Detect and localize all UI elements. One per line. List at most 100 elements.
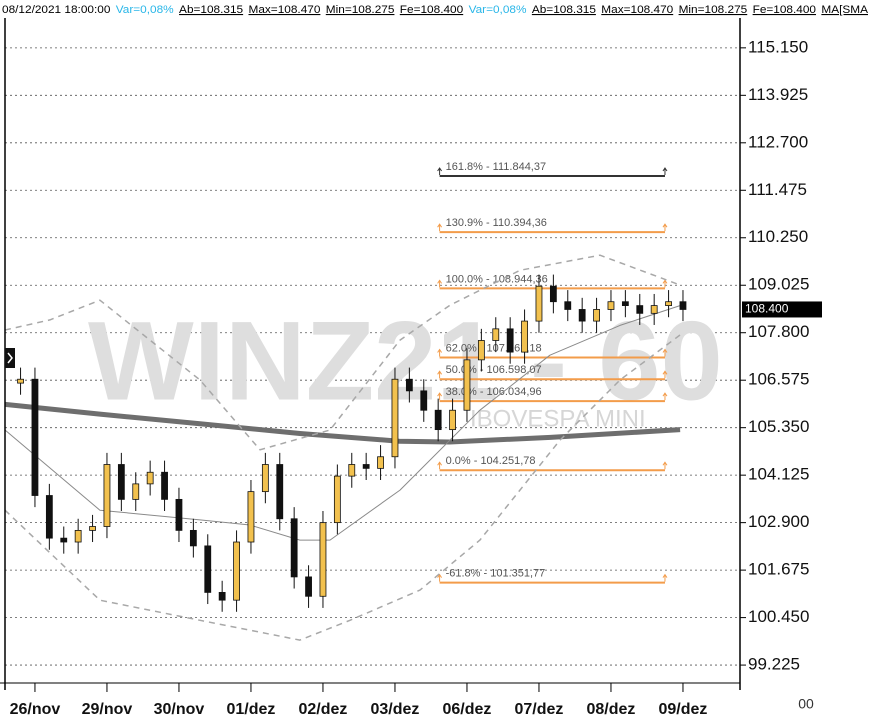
y-tick-label: 101.675: [748, 560, 809, 579]
watermark: WINZ21 - 60: [88, 299, 723, 424]
scroll-marker[interactable]: [5, 348, 15, 368]
fib-label: 38.0% - 106.034,96: [446, 386, 542, 398]
candle-body: [578, 309, 586, 322]
candle-body: [60, 537, 68, 543]
x-tick-label: 07/dez: [515, 701, 564, 718]
last-price-label: 108.400: [745, 302, 789, 316]
x-tick-label: 08/dez: [587, 701, 636, 718]
x-axis-extra: 00: [798, 696, 814, 712]
candle-body: [132, 483, 140, 500]
fib-arrow: [437, 348, 443, 357]
candle-body: [31, 378, 39, 496]
header-item: Ab=108.315: [532, 4, 596, 16]
y-tick-label: 107.800: [748, 322, 809, 341]
candle-body: [506, 328, 514, 353]
y-tick-label: 105.350: [748, 417, 809, 436]
overlay-line: [4, 334, 681, 641]
candle-body: [650, 305, 658, 314]
x-tick-label: 29/nov: [82, 701, 133, 718]
fib-label: 130.9% - 110.394,36: [446, 217, 547, 229]
candle-body: [492, 328, 500, 341]
candle-body: [420, 390, 428, 411]
header-item: Min=108.275: [326, 4, 395, 16]
candle-body: [218, 592, 226, 601]
candle-body: [535, 285, 543, 322]
header-item: Ab=108.315: [179, 4, 243, 16]
fib-arrow: [662, 573, 668, 582]
axis-layer: 00 115.150 113.925 112.700 111.475 110.250 10…: [0, 18, 822, 718]
candle-body: [564, 301, 572, 310]
fib-label: 0.0% - 104.251,78: [446, 455, 536, 467]
candle-body: [621, 301, 629, 306]
x-tick-label: 09/dez: [659, 701, 708, 718]
y-tick-label: 113.925: [748, 85, 808, 104]
fib-arrow: [437, 461, 443, 470]
candle-body: [161, 471, 168, 500]
candle-body: [233, 541, 240, 601]
fib-label: 50.0% - 106.598,07: [446, 364, 542, 376]
x-tick-label: 06/dez: [443, 701, 492, 718]
lines-layer: [4, 254, 681, 641]
fib-label: -61.8% - 101.351,77: [446, 568, 546, 580]
candle-body: [117, 464, 125, 500]
header-item: Var=0,08%: [116, 4, 174, 16]
x-tick-label: 03/dez: [371, 701, 420, 718]
candle-body: [189, 529, 197, 547]
y-tick-label: 104.125: [748, 465, 809, 484]
candle-body: [290, 518, 298, 578]
fib-arrow: [437, 392, 443, 401]
header-item: MA[SMA: [821, 4, 868, 16]
y-tick-label: 111.475: [748, 180, 807, 199]
fib-label: 100.0% - 108.944,36: [446, 273, 548, 285]
fib-arrow: [662, 279, 668, 288]
candle-body: [463, 359, 471, 411]
y-tick-label: 109.025: [748, 275, 809, 294]
header-item: Max=108.470: [248, 4, 320, 16]
candle-body: [305, 576, 312, 597]
candle-body: [391, 378, 399, 458]
fib-arrow: [437, 279, 443, 288]
candle-body: [477, 340, 485, 361]
header: 08/12/2021 18:00:00 Var=0,08% Ab=108.315 Ma…: [2, 4, 869, 16]
candle-body: [636, 305, 644, 314]
y-tick-label: 115.150: [748, 37, 808, 56]
y-tick-label: 99.225: [748, 655, 800, 674]
y-tick-label: 110.250: [748, 227, 808, 246]
candle-body: [549, 285, 557, 303]
fib-arrow: [662, 223, 668, 232]
candle-body: [45, 495, 53, 539]
header-item: Max=108.470: [601, 4, 673, 16]
candle-body: [665, 301, 672, 306]
candle-body: [679, 301, 687, 310]
fib-arrow: [437, 370, 443, 379]
x-tick-label: 01/dez: [226, 701, 275, 718]
x-tick-label: 30/nov: [154, 701, 205, 718]
scroll-arrow: [7, 352, 13, 364]
candle-body: [319, 522, 327, 597]
candle-body: [348, 464, 356, 477]
overlay-line: [4, 305, 681, 541]
candle-body: [103, 464, 111, 527]
header-item: Fe=108.400: [753, 4, 816, 16]
y-tick-label: 112.700: [748, 132, 808, 151]
fib-label: 62.0% - 107.161,18: [446, 342, 542, 354]
candle-body: [377, 456, 384, 469]
fib-arrow: [437, 167, 443, 175]
x-tick-label: 26/nov: [10, 701, 61, 718]
candle-body: [175, 498, 183, 531]
fib-arrow: [662, 392, 668, 401]
candle-body: [607, 301, 615, 310]
candle-body: [146, 471, 154, 485]
candle-body: [521, 320, 528, 353]
header-item: Min=108.275: [679, 4, 748, 16]
candle-body: [333, 475, 341, 524]
fib-arrow: [437, 223, 443, 232]
last-price-box: [742, 301, 822, 318]
candle-body: [434, 409, 442, 431]
header-item: 08/12/2021 18:00:00: [2, 4, 110, 16]
candle-body: [247, 491, 255, 543]
fib-arrow: [662, 348, 668, 357]
y-tick-label: 102.900: [748, 512, 809, 531]
